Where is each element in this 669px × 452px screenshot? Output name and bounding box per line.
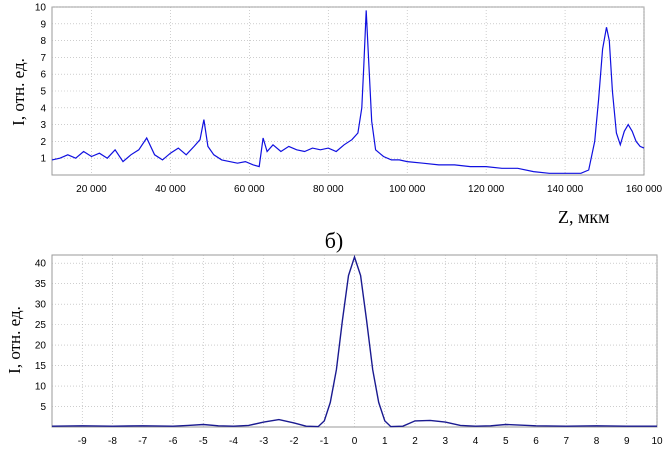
bottom-y-tick-label: 30 (35, 300, 47, 311)
bottom-x-tick-label: 5 (503, 436, 509, 447)
top-y-tick-label: 8 (40, 36, 46, 47)
bottom-y-tick-label: 20 (35, 341, 47, 352)
top-chart: 1 2 3 4 5 6 7 8 9 10 20 000 40 000 60 000 80 000 100 … (9, 3, 663, 228)
bottom-x-tick-label: -6 (169, 436, 178, 447)
bottom-y-axis-label: I, отн. ед. (5, 306, 24, 374)
top-grid (52, 6, 645, 175)
top-y-tick-label: 9 (40, 19, 46, 30)
bottom-x-tick-label: -1 (320, 436, 329, 447)
bottom-x-tick-label: -2 (290, 436, 299, 447)
bottom-x-tick-label: -5 (199, 436, 208, 447)
bottom-x-ticks: -9 -8 -7 -6 -5 -4 -3 -2 -1 0 1 2 3 4 5 6 7 8 9 10 (78, 436, 663, 447)
bottom-y-tick-label: 5 (40, 402, 46, 413)
bottom-grid (52, 255, 658, 427)
top-x-tick-label: 120 000 (468, 184, 505, 195)
top-x-axis-label: Z, мкм (558, 207, 610, 227)
top-x-tick-label: 60 000 (234, 184, 265, 195)
bottom-y-tick-label: 15 (35, 361, 47, 372)
top-y-tick-label: 5 (40, 87, 46, 98)
bottom-x-tick-label: -3 (259, 436, 268, 447)
top-y-ticks: 1 2 3 4 5 6 7 8 9 10 (35, 3, 47, 165)
bottom-x-tick-label: -9 (78, 436, 87, 447)
bottom-x-tick-label: 10 (651, 436, 663, 447)
bottom-y-tick-label: 10 (35, 382, 47, 393)
bottom-y-ticks: 5 10 15 20 25 30 35 40 (35, 259, 47, 413)
bottom-series-line (51, 254, 657, 428)
bottom-plot-frame (51, 254, 658, 428)
top-x-tick-label: 100 000 (389, 184, 426, 195)
bottom-x-tick-label: 0 (352, 436, 358, 447)
bottom-x-tick-label: 6 (533, 436, 539, 447)
top-y-tick-label: 6 (40, 70, 46, 81)
bottom-y-tick-label: 40 (35, 259, 47, 270)
bottom-chart: 5 10 15 20 25 30 35 40 -9 -8 -7 -6 -5 -4 -3 -2 -1 0 1 2 3 4 5… (5, 254, 663, 447)
bottom-x-tick-label: 1 (382, 436, 388, 447)
top-y-tick-label: 4 (40, 103, 46, 114)
bottom-x-tick-label: 4 (473, 436, 479, 447)
bottom-y-tick-label: 25 (35, 320, 47, 331)
bottom-x-tick-label: -4 (229, 436, 238, 447)
top-series-line (51, 10, 645, 174)
top-y-tick-label: 2 (40, 137, 46, 148)
top-y-axis-label: I, отн. ед. (9, 58, 28, 126)
top-y-tick-label: 3 (40, 120, 46, 131)
top-y-tick-label: 1 (40, 154, 46, 165)
bottom-x-tick-label: 7 (563, 436, 569, 447)
bottom-x-tick-label: -7 (138, 436, 147, 447)
panel-label: б) (325, 228, 344, 253)
top-y-tick-label: 10 (35, 3, 47, 14)
bottom-x-tick-label: 3 (442, 436, 448, 447)
top-y-tick-label: 7 (40, 53, 46, 64)
top-x-tick-label: 40 000 (155, 184, 186, 195)
top-x-ticks: 20 000 40 000 60 000 80 000 100 000 120 000 14… (76, 184, 662, 195)
top-x-tick-label: 20 000 (76, 184, 107, 195)
bottom-y-tick-label: 35 (35, 279, 47, 290)
top-plot-frame (51, 6, 645, 176)
bottom-x-tick-label: -8 (108, 436, 117, 447)
top-x-tick-label: 160 000 (626, 184, 663, 195)
top-x-tick-label: 80 000 (313, 184, 344, 195)
bottom-x-tick-label: 8 (594, 436, 600, 447)
bottom-x-tick-label: 2 (412, 436, 418, 447)
bottom-x-tick-label: 9 (624, 436, 630, 447)
top-x-tick-label: 140 000 (547, 184, 584, 195)
